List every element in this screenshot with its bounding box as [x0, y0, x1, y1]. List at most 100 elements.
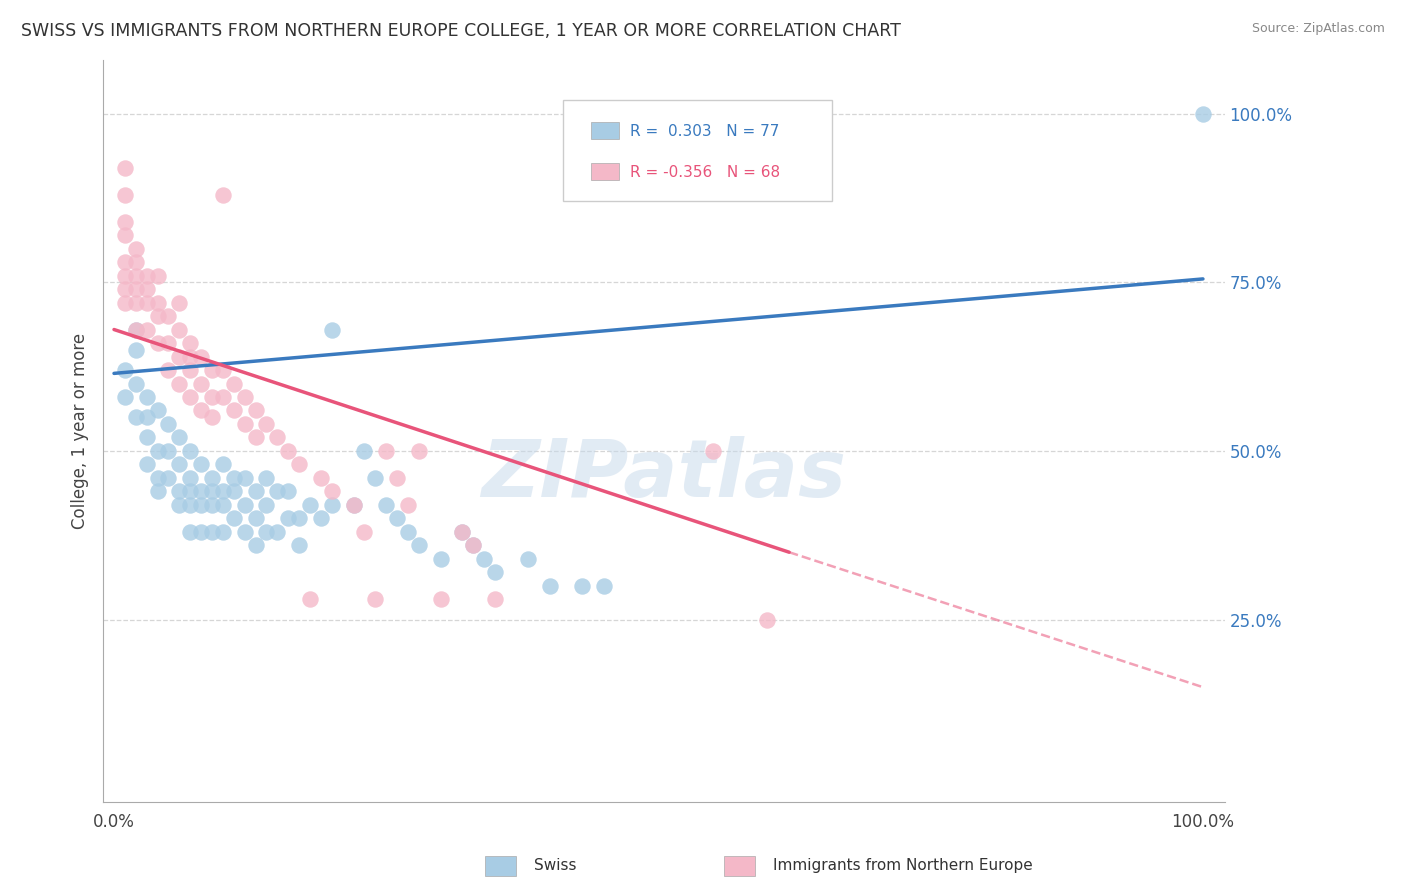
- Point: [233, 524, 256, 539]
- Point: [212, 484, 235, 499]
- Point: [222, 403, 245, 417]
- Point: [114, 255, 136, 269]
- Point: [212, 524, 235, 539]
- Point: [157, 444, 180, 458]
- Point: [385, 511, 408, 525]
- Point: [179, 350, 201, 364]
- Point: [135, 282, 157, 296]
- Point: [169, 458, 191, 472]
- Point: [321, 498, 343, 512]
- Point: [222, 471, 245, 485]
- Point: [125, 255, 148, 269]
- Point: [375, 498, 398, 512]
- Point: [277, 484, 299, 499]
- Point: [179, 390, 201, 404]
- Point: [364, 592, 387, 607]
- Point: [538, 579, 561, 593]
- Point: [256, 524, 278, 539]
- Point: [463, 539, 485, 553]
- Point: [245, 430, 267, 444]
- Point: [233, 390, 256, 404]
- Point: [146, 471, 169, 485]
- Point: [114, 187, 136, 202]
- Point: [364, 471, 387, 485]
- Point: [277, 511, 299, 525]
- Point: [125, 343, 148, 357]
- Point: [299, 592, 322, 607]
- Point: [190, 524, 212, 539]
- Point: [179, 524, 201, 539]
- FancyBboxPatch shape: [562, 101, 832, 201]
- Point: [266, 430, 288, 444]
- Point: [342, 498, 364, 512]
- Text: 100.0%: 100.0%: [1171, 814, 1234, 831]
- Point: [125, 282, 148, 296]
- Point: [484, 592, 506, 607]
- Point: [484, 566, 506, 580]
- Point: [233, 471, 256, 485]
- Point: [342, 498, 364, 512]
- Point: [288, 539, 311, 553]
- Point: [212, 187, 235, 202]
- FancyBboxPatch shape: [591, 163, 619, 180]
- Point: [135, 458, 157, 472]
- Point: [114, 214, 136, 228]
- Point: [1192, 106, 1215, 120]
- Point: [299, 498, 322, 512]
- Point: [201, 390, 224, 404]
- Point: [288, 511, 311, 525]
- FancyBboxPatch shape: [591, 122, 619, 139]
- Point: [146, 444, 169, 458]
- Point: [190, 376, 212, 391]
- Point: [157, 417, 180, 431]
- Point: [429, 552, 451, 566]
- Point: [135, 390, 157, 404]
- Text: Source: ZipAtlas.com: Source: ZipAtlas.com: [1251, 22, 1385, 36]
- Point: [256, 471, 278, 485]
- Point: [222, 484, 245, 499]
- Text: ZIPatlas: ZIPatlas: [481, 436, 846, 515]
- Point: [179, 336, 201, 351]
- Y-axis label: College, 1 year or more: College, 1 year or more: [72, 333, 89, 529]
- Point: [125, 295, 148, 310]
- Point: [201, 524, 224, 539]
- Point: [212, 458, 235, 472]
- Point: [201, 363, 224, 377]
- Point: [190, 484, 212, 499]
- Point: [125, 242, 148, 256]
- Point: [353, 444, 375, 458]
- Point: [408, 539, 430, 553]
- Point: [169, 322, 191, 336]
- Point: [266, 524, 288, 539]
- Point: [179, 363, 201, 377]
- Point: [256, 417, 278, 431]
- Point: [125, 322, 148, 336]
- Point: [190, 458, 212, 472]
- Text: 0.0%: 0.0%: [93, 814, 135, 831]
- Point: [125, 268, 148, 283]
- Point: [463, 539, 485, 553]
- Point: [114, 363, 136, 377]
- Point: [146, 403, 169, 417]
- Point: [309, 471, 332, 485]
- Point: [321, 322, 343, 336]
- Point: [135, 268, 157, 283]
- Point: [146, 268, 169, 283]
- Point: [277, 444, 299, 458]
- Point: [451, 524, 474, 539]
- Point: [190, 498, 212, 512]
- Point: [146, 309, 169, 323]
- Point: [201, 498, 224, 512]
- Point: [472, 552, 495, 566]
- Point: [233, 498, 256, 512]
- Point: [146, 484, 169, 499]
- Point: [245, 484, 267, 499]
- Point: [135, 322, 157, 336]
- Point: [135, 430, 157, 444]
- Text: R =  0.303   N = 77: R = 0.303 N = 77: [630, 124, 780, 139]
- Point: [201, 471, 224, 485]
- Point: [157, 471, 180, 485]
- Point: [169, 430, 191, 444]
- Point: [125, 322, 148, 336]
- Point: [114, 295, 136, 310]
